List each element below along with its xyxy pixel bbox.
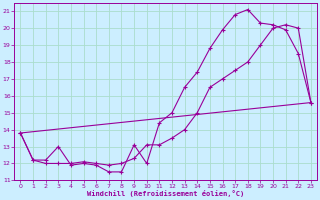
X-axis label: Windchill (Refroidissement éolien,°C): Windchill (Refroidissement éolien,°C) xyxy=(87,190,244,197)
